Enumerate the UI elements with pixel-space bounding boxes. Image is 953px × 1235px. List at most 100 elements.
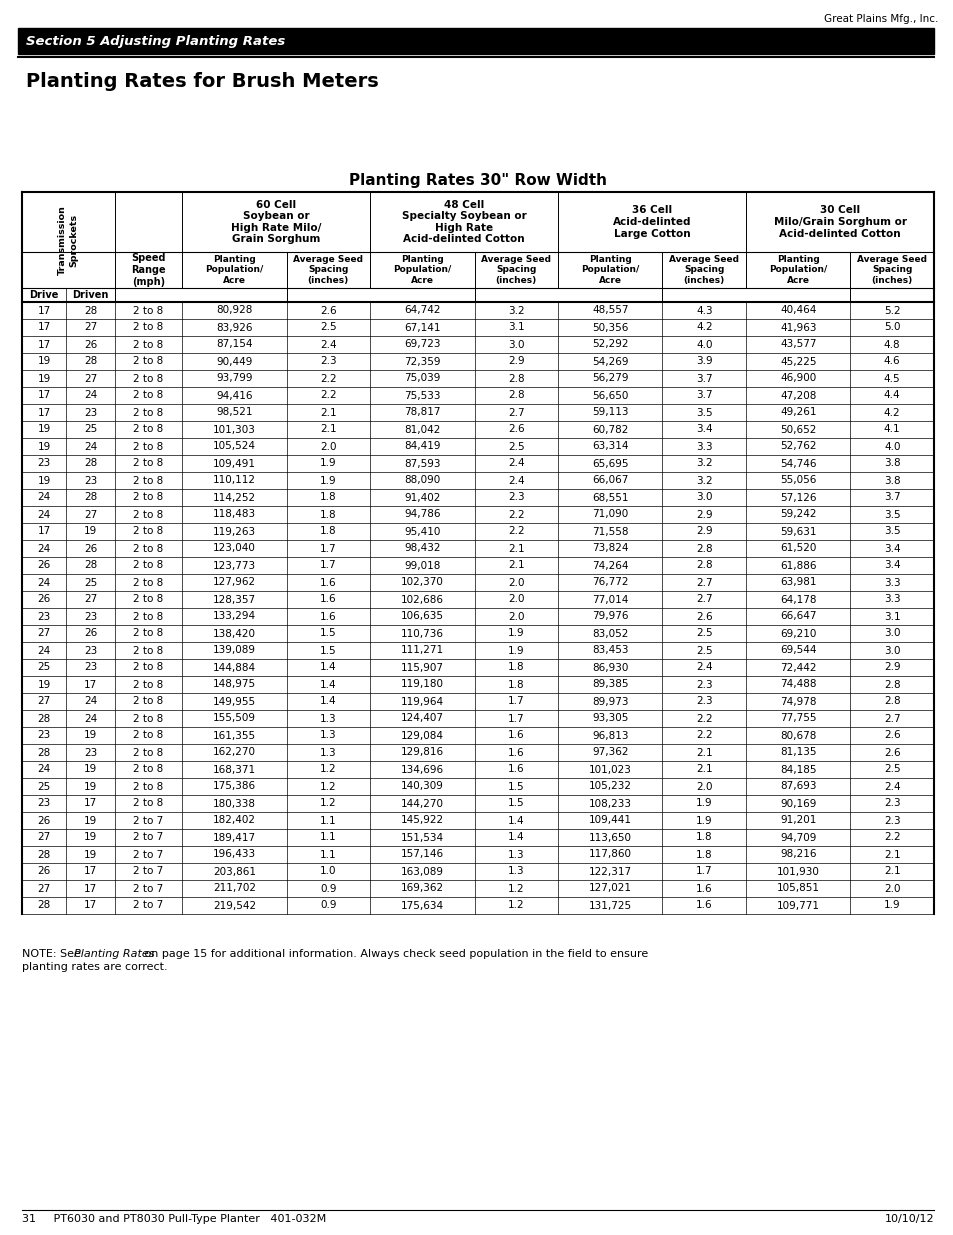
Text: 36 Cell
Acid-delinted
Large Cotton: 36 Cell Acid-delinted Large Cotton [612, 205, 691, 238]
Text: 19: 19 [37, 373, 51, 384]
Text: 23: 23 [37, 799, 51, 809]
Text: 81,135: 81,135 [780, 747, 816, 757]
Text: 83,926: 83,926 [216, 322, 253, 332]
Text: 1.5: 1.5 [507, 799, 524, 809]
Text: 144,270: 144,270 [400, 799, 443, 809]
Text: 3.0: 3.0 [883, 629, 900, 638]
Text: 19: 19 [37, 679, 51, 689]
Text: 74,978: 74,978 [780, 697, 816, 706]
Text: 61,520: 61,520 [780, 543, 816, 553]
Text: Planting
Population/
Acre: Planting Population/ Acre [205, 256, 263, 284]
Text: 2 to 8: 2 to 8 [133, 594, 163, 604]
Text: 69,210: 69,210 [780, 629, 816, 638]
Text: 28: 28 [84, 458, 97, 468]
Text: planting rates are correct.: planting rates are correct. [22, 962, 168, 972]
Text: 2.3: 2.3 [507, 493, 524, 503]
Text: 3.5: 3.5 [883, 510, 900, 520]
Text: 2.3: 2.3 [696, 697, 712, 706]
Text: 1.9: 1.9 [507, 646, 524, 656]
Text: 2.2: 2.2 [319, 390, 336, 400]
Text: 23: 23 [84, 475, 97, 485]
Text: Speed
Range
(mph): Speed Range (mph) [131, 253, 166, 287]
Text: 75,039: 75,039 [404, 373, 440, 384]
Text: 2.0: 2.0 [508, 611, 524, 621]
Text: 23: 23 [84, 611, 97, 621]
Text: 2.0: 2.0 [696, 782, 712, 792]
Text: 151,534: 151,534 [400, 832, 443, 842]
Text: 72,442: 72,442 [780, 662, 816, 673]
Text: 2.4: 2.4 [883, 782, 900, 792]
Text: 2.7: 2.7 [696, 594, 712, 604]
Text: 140,309: 140,309 [400, 782, 443, 792]
Text: 3.5: 3.5 [883, 526, 900, 536]
Text: 64,742: 64,742 [404, 305, 440, 315]
Text: 118,483: 118,483 [213, 510, 255, 520]
Text: 2 to 8: 2 to 8 [133, 662, 163, 673]
Text: 74,488: 74,488 [780, 679, 816, 689]
Text: 84,419: 84,419 [404, 441, 440, 452]
Text: 27: 27 [84, 373, 97, 384]
Text: 3.0: 3.0 [696, 493, 712, 503]
Text: 163,089: 163,089 [400, 867, 443, 877]
Text: 2 to 8: 2 to 8 [133, 441, 163, 452]
Text: 2.5: 2.5 [696, 646, 712, 656]
Text: 23: 23 [84, 662, 97, 673]
Text: 110,736: 110,736 [400, 629, 443, 638]
Text: 3.1: 3.1 [883, 611, 900, 621]
Text: 1.7: 1.7 [319, 561, 336, 571]
Text: 2.2: 2.2 [696, 714, 712, 724]
Text: 2 to 8: 2 to 8 [133, 799, 163, 809]
Text: 65,695: 65,695 [592, 458, 628, 468]
Text: 2.6: 2.6 [696, 611, 712, 621]
Text: 27: 27 [37, 883, 51, 893]
Text: 19: 19 [37, 441, 51, 452]
Text: 77,014: 77,014 [592, 594, 628, 604]
Text: 27: 27 [84, 594, 97, 604]
Text: 2 to 7: 2 to 7 [133, 867, 163, 877]
Text: 1.7: 1.7 [319, 543, 336, 553]
Text: 1.6: 1.6 [319, 578, 336, 588]
Text: 30 Cell
Milo/Grain Sorghum or
Acid-delinted Cotton: 30 Cell Milo/Grain Sorghum or Acid-delin… [773, 205, 905, 238]
Text: 2.6: 2.6 [319, 305, 336, 315]
Text: 1.3: 1.3 [319, 730, 336, 741]
Text: 117,860: 117,860 [588, 850, 631, 860]
Text: 2.8: 2.8 [696, 561, 712, 571]
Text: 139,089: 139,089 [213, 646, 255, 656]
Text: 148,975: 148,975 [213, 679, 255, 689]
Text: 97,362: 97,362 [592, 747, 628, 757]
Text: 67,141: 67,141 [404, 322, 440, 332]
Text: 25: 25 [37, 782, 51, 792]
Text: 144,884: 144,884 [213, 662, 255, 673]
Text: 2 to 8: 2 to 8 [133, 611, 163, 621]
Text: 124,407: 124,407 [400, 714, 443, 724]
Text: 2 to 8: 2 to 8 [133, 357, 163, 367]
Text: 2.8: 2.8 [507, 373, 524, 384]
Text: Driven: Driven [72, 290, 109, 300]
Text: 2 to 8: 2 to 8 [133, 578, 163, 588]
Text: 61,886: 61,886 [780, 561, 816, 571]
Text: 86,930: 86,930 [592, 662, 628, 673]
Text: 69,544: 69,544 [780, 646, 816, 656]
Text: 149,955: 149,955 [213, 697, 255, 706]
Text: 134,696: 134,696 [400, 764, 443, 774]
Text: 80,928: 80,928 [216, 305, 253, 315]
Text: Planting
Population/
Acre: Planting Population/ Acre [393, 256, 451, 284]
Text: Drive: Drive [30, 290, 59, 300]
Text: 109,441: 109,441 [588, 815, 631, 825]
Text: 106,635: 106,635 [400, 611, 443, 621]
Text: 111,271: 111,271 [400, 646, 443, 656]
Text: 2.2: 2.2 [507, 526, 524, 536]
Text: 1.9: 1.9 [507, 629, 524, 638]
Text: 3.1: 3.1 [507, 322, 524, 332]
Text: Average Seed
Spacing
(inches): Average Seed Spacing (inches) [480, 256, 551, 284]
Text: 1.3: 1.3 [319, 714, 336, 724]
Text: 72,359: 72,359 [404, 357, 440, 367]
Text: 3.7: 3.7 [696, 390, 712, 400]
Text: 2 to 8: 2 to 8 [133, 408, 163, 417]
Text: 24: 24 [37, 543, 51, 553]
Text: 23: 23 [84, 646, 97, 656]
Text: 0.9: 0.9 [320, 883, 336, 893]
Text: 84,185: 84,185 [780, 764, 816, 774]
Text: 1.3: 1.3 [507, 850, 524, 860]
Text: 2.7: 2.7 [883, 714, 900, 724]
